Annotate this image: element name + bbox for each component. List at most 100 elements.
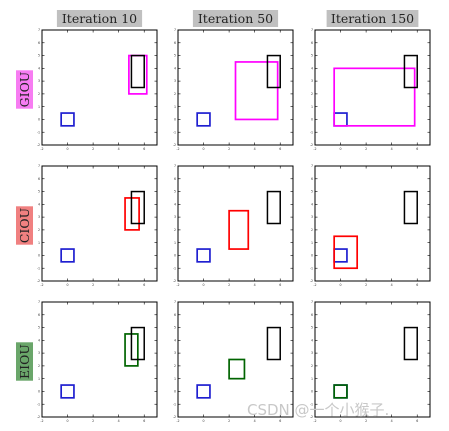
y-tick-label: 5 [38,54,40,58]
y-tick-label: 6 [311,41,313,45]
column-title: Iteration 150 [326,10,419,27]
y-tick-label: -2 [37,415,40,419]
y-tick-label: 3 [174,215,176,219]
column-title-bg [56,10,143,27]
panel: -2 0 2 4 6 -2 -1 0 1 2 3 4 5 6 7 [37,164,158,287]
y-tick-label: -2 [173,143,176,147]
y-tick-label: 0 [174,254,176,258]
column-title-text: Iteration 10 [62,11,137,26]
panel-frame [314,301,431,418]
y-tick-label: 6 [38,177,40,181]
y-tick-label: 5 [174,326,176,330]
y-tick-label: 3 [174,79,176,83]
x-tick-label: -2 [176,419,179,423]
x-tick-label: 6 [279,147,281,151]
y-tick-label: 2 [174,228,176,232]
y-tick-label: 5 [174,54,176,58]
y-tick-label: 2 [174,92,176,96]
x-tick-label: 2 [365,419,367,423]
predicted-box [234,61,279,121]
panel: -2 0 2 4 6 -2 -1 0 1 2 3 4 5 6 7 [173,164,294,287]
y-tick-label: 0 [38,118,40,122]
row-title-bg [16,342,33,381]
y-tick-label: 5 [38,190,40,194]
y-tick-label: 7 [38,300,40,304]
y-tick-label: 7 [311,300,313,304]
x-tick-label: -2 [313,147,316,151]
y-tick-label: 4 [311,338,313,342]
y-tick-label: 3 [38,79,40,83]
y-tick-label: 3 [38,215,40,219]
x-tick-label: 0 [67,147,69,151]
y-tick-label: 7 [311,28,313,32]
target-box [130,326,145,361]
x-tick-label: -2 [313,419,316,423]
y-tick-label: 0 [174,118,176,122]
predicted-box [333,67,416,127]
y-tick-label: 2 [174,364,176,368]
x-tick-label: 6 [416,147,418,151]
y-tick-label: 5 [174,190,176,194]
y-tick-label: 2 [38,92,40,96]
x-tick-label: 0 [67,283,69,287]
panel: -2 0 2 4 6 -2 -1 0 1 2 3 4 5 6 7 [37,300,158,423]
anchor-box [333,384,348,399]
y-tick-label: 6 [38,41,40,45]
predicted-box [228,358,246,380]
column-titles: Iteration 10 Iteration 50 Iteration 150 [56,10,419,27]
x-tick-label: 4 [254,419,256,423]
y-tick-label: 0 [311,254,313,258]
y-tick-label: 6 [311,177,313,181]
y-tick-label: 1 [38,105,40,109]
row-title-bg [16,206,33,245]
panel-frame [41,165,158,282]
y-tick-label: 4 [174,66,176,70]
y-tick-label: 5 [311,54,313,58]
y-tick-label: 7 [174,28,176,32]
y-tick-label: 4 [38,66,40,70]
y-tick-label: 1 [38,241,40,245]
x-tick-label: 6 [416,419,418,423]
target-box [130,54,145,89]
panel: -2 0 2 4 6 -2 -1 0 1 2 3 4 5 6 7 [310,164,431,287]
y-tick-label: 0 [38,390,40,394]
column-title-bg [192,10,279,27]
y-tick-label: 7 [311,164,313,168]
y-tick-label: 3 [311,351,313,355]
x-tick-label: 2 [92,147,94,151]
x-tick-label: 0 [203,283,205,287]
y-tick-label: 7 [38,164,40,168]
target-box [266,54,281,89]
y-tick-label: -1 [37,130,40,134]
row-title-text: GIOU [17,72,32,108]
x-tick-label: 0 [203,147,205,151]
y-tick-label: 3 [311,215,313,219]
y-tick-label: 0 [38,254,40,258]
anchor-box [333,112,348,127]
x-tick-label: 2 [92,283,94,287]
panel: -2 0 2 4 6 -2 -1 0 1 2 3 4 5 6 7 [173,300,294,423]
y-tick-label: 2 [38,228,40,232]
x-tick-label: 6 [143,147,145,151]
panel-frame [177,29,294,146]
y-tick-label: 0 [174,390,176,394]
row-title: CIOU [16,206,33,245]
target-box [266,326,281,361]
x-tick-label: -2 [176,283,179,287]
x-tick-label: 0 [340,147,342,151]
y-tick-label: 4 [174,338,176,342]
x-tick-label: 0 [67,419,69,423]
x-tick-label: 6 [279,419,281,423]
y-tick-label: -2 [310,279,313,283]
y-tick-label: -2 [310,143,313,147]
y-tick-label: -1 [37,266,40,270]
x-tick-label: 2 [365,147,367,151]
y-tick-label: 1 [174,241,176,245]
x-tick-label: 4 [118,147,120,151]
y-tick-label: 6 [38,313,40,317]
x-tick-label: -2 [313,283,316,287]
y-tick-label: 1 [311,105,313,109]
anchor-box [196,384,211,399]
y-tick-label: 7 [174,300,176,304]
y-tick-label: -2 [310,415,313,419]
